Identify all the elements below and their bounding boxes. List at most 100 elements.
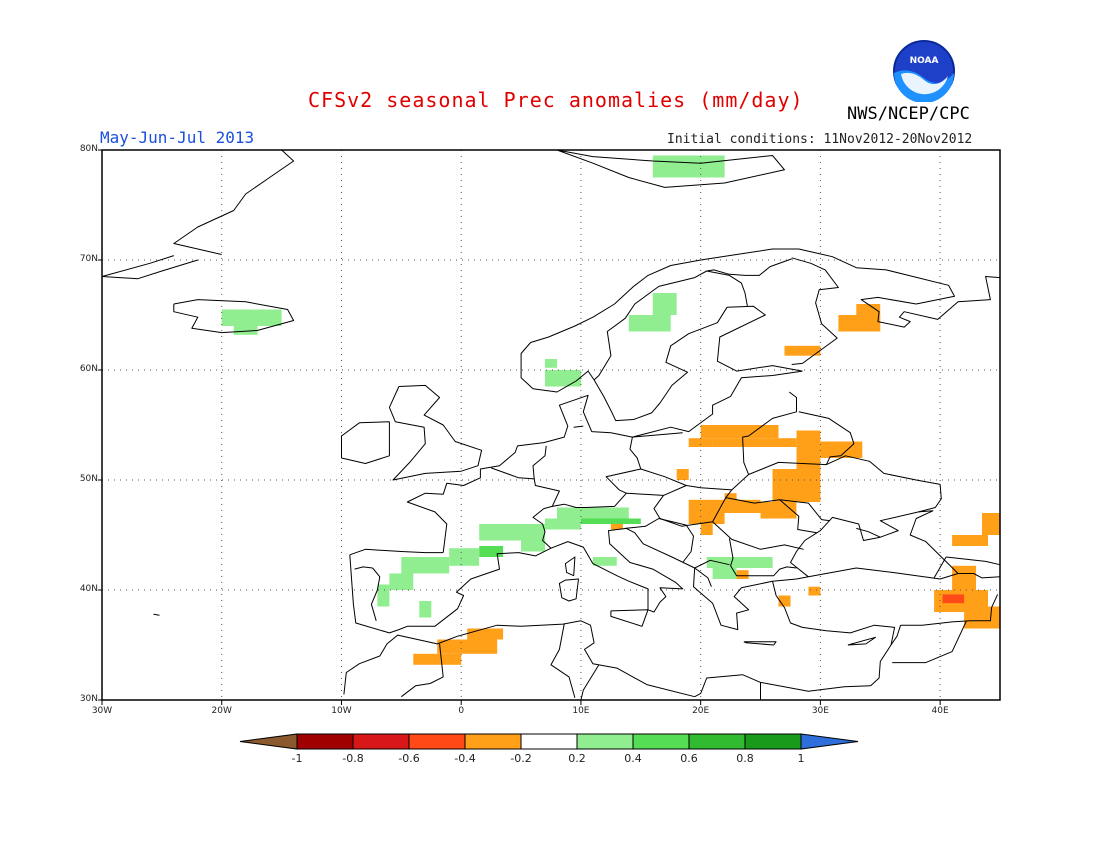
anomaly-cell bbox=[964, 606, 1000, 629]
coastline bbox=[632, 432, 683, 438]
map-frame bbox=[101, 149, 1001, 701]
tick-label: 30N bbox=[79, 694, 98, 704]
colorbar-label: -0.4 bbox=[454, 752, 476, 765]
coastline bbox=[593, 270, 748, 381]
anomaly-cell bbox=[545, 370, 581, 387]
coastline bbox=[933, 556, 947, 579]
coastline bbox=[892, 620, 967, 664]
anomaly-cell bbox=[479, 524, 546, 541]
anomaly-cell bbox=[688, 438, 713, 447]
page-title: CFSv2 seasonal Prec anomalies (mm/day) bbox=[308, 88, 804, 112]
anomaly-cell bbox=[419, 601, 432, 618]
anomaly-cell bbox=[688, 513, 725, 524]
anomaly-cell bbox=[952, 535, 988, 546]
anomaly-cell bbox=[982, 513, 1000, 535]
anomaly-cell bbox=[778, 595, 791, 607]
coastline bbox=[372, 567, 381, 591]
coastline bbox=[101, 259, 198, 280]
tick-label: 10W bbox=[331, 706, 352, 716]
coastline bbox=[694, 559, 730, 569]
anomaly-cell bbox=[389, 573, 414, 590]
coastline bbox=[388, 384, 483, 481]
colorbar-label: 1 bbox=[797, 752, 805, 765]
colorbar-swatch bbox=[408, 733, 466, 750]
anomaly-cell bbox=[688, 499, 761, 513]
coastline bbox=[349, 548, 444, 556]
coastline bbox=[694, 567, 712, 587]
initial-conditions: Initial conditions: 11Nov2012-20Nov2012 bbox=[667, 132, 973, 147]
anomaly-cell bbox=[401, 557, 450, 574]
coastline bbox=[153, 613, 160, 616]
coastline bbox=[173, 299, 295, 334]
anomaly-cell bbox=[233, 323, 258, 335]
coastline bbox=[610, 609, 649, 627]
colorbar-low-arrow bbox=[239, 733, 298, 750]
anomaly-cell bbox=[652, 293, 677, 315]
anomaly-cell bbox=[856, 304, 881, 315]
coastline bbox=[985, 560, 1001, 566]
anomaly-cell bbox=[784, 345, 821, 356]
coastline bbox=[791, 257, 839, 365]
colorbar-high-arrow bbox=[800, 733, 859, 750]
anomaly-cell bbox=[557, 507, 629, 519]
tick-label: 30W bbox=[91, 706, 113, 716]
anomaly-cell bbox=[467, 628, 504, 640]
tick-label: 40N bbox=[79, 584, 98, 594]
coastline bbox=[349, 510, 959, 634]
coastline bbox=[556, 149, 785, 188]
anomaly-cells bbox=[221, 155, 1000, 665]
coastline bbox=[533, 478, 560, 507]
coastline bbox=[856, 527, 881, 538]
anomaly-cell bbox=[449, 548, 480, 566]
coastline bbox=[728, 538, 797, 577]
anomaly-cell bbox=[592, 557, 617, 566]
anomaly-cell bbox=[580, 518, 641, 524]
coastline bbox=[748, 455, 942, 513]
coastline bbox=[520, 248, 1001, 422]
anomaly-cell bbox=[942, 594, 965, 604]
coastline bbox=[706, 258, 792, 276]
anomaly-cell bbox=[676, 469, 689, 480]
coastline bbox=[406, 370, 803, 553]
coastline bbox=[573, 425, 584, 428]
anomaly-cell bbox=[700, 524, 713, 535]
colorbar-swatch bbox=[744, 733, 802, 750]
anomaly-cell bbox=[736, 570, 749, 579]
colorbar-swatch bbox=[520, 733, 578, 750]
colorbar-swatch bbox=[688, 733, 746, 750]
anomaly-cell bbox=[521, 540, 545, 552]
anomaly-cell bbox=[952, 565, 976, 590]
tick-label: 10E bbox=[572, 706, 590, 716]
axis-ticks bbox=[98, 149, 941, 705]
colorbar-label: -0.2 bbox=[510, 752, 532, 765]
agency-label: NWS/NCEP/CPC bbox=[847, 104, 970, 124]
anomaly-cell bbox=[377, 584, 390, 607]
anomaly-cell bbox=[772, 469, 821, 502]
coastline bbox=[625, 518, 694, 563]
anomaly-cell bbox=[706, 557, 773, 568]
colorbar-swatch bbox=[296, 733, 354, 750]
colorbar-swatch bbox=[464, 733, 522, 750]
anomaly-cell bbox=[221, 309, 282, 326]
coastline bbox=[946, 556, 986, 562]
anomaly-cell bbox=[413, 653, 462, 665]
colorbar-swatch bbox=[576, 733, 634, 750]
anomaly-cell bbox=[838, 315, 881, 332]
colorbar-label: -0.6 bbox=[398, 752, 420, 765]
coastline bbox=[700, 674, 871, 694]
tick-label: 0 bbox=[458, 706, 465, 716]
noaa-logo-icon: NOAA bbox=[893, 40, 955, 103]
coastline bbox=[798, 411, 855, 465]
coastline bbox=[900, 594, 999, 626]
colorbar-swatch bbox=[632, 733, 690, 750]
colorbar-label: 0.6 bbox=[680, 752, 698, 765]
coastline bbox=[958, 573, 1001, 579]
coastline bbox=[694, 692, 701, 698]
colorbar bbox=[239, 733, 859, 750]
tick-label: 80N bbox=[79, 144, 98, 154]
coastline bbox=[532, 437, 642, 549]
colorbar-label: 0.8 bbox=[736, 752, 754, 765]
anomaly-cell bbox=[628, 315, 671, 332]
colorbar-swatch bbox=[352, 733, 410, 750]
anomaly-cell bbox=[652, 155, 725, 178]
